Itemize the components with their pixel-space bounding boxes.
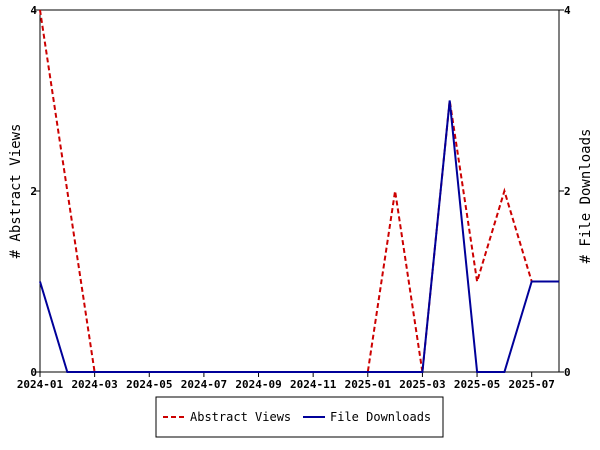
y-right-tick-label: 4 xyxy=(564,4,571,17)
legend: Abstract Views File Downloads xyxy=(155,396,444,438)
x-tick-label: 2024-03 xyxy=(71,378,117,391)
legend-box xyxy=(155,396,444,438)
x-tick-label: 2025-07 xyxy=(509,378,555,391)
x-tick-label: 2025-05 xyxy=(454,378,500,391)
plot-area xyxy=(39,9,560,373)
x-axis: 2024-01 2024-03 2024-05 2024-07 2024-09 2024-… xyxy=(17,372,555,391)
series-line-file-downloads xyxy=(39,100,559,373)
y-right-tick-label: 2 xyxy=(564,185,571,198)
x-tick-label: 2025-01 xyxy=(345,378,392,391)
legend-label-file-downloads: File Downloads xyxy=(330,410,431,424)
right-axis-title: # File Downloads xyxy=(578,129,594,264)
x-tick-label: 2024-09 xyxy=(235,378,281,391)
x-tick-label: 2024-01 xyxy=(17,378,64,391)
series-lines xyxy=(39,9,559,373)
y-left-tick-label: 2 xyxy=(30,185,37,198)
legend-label-abstract-views: Abstract Views xyxy=(190,410,291,424)
y-right-tick-label: 0 xyxy=(564,366,571,379)
x-tick-label: 2024-11 xyxy=(290,378,337,391)
left-axis-title: # Abstract Views xyxy=(8,124,24,259)
y-axis: 0 0 2 2 4 4 xyxy=(30,4,571,379)
x-tick-label: 2025-03 xyxy=(399,378,445,391)
x-tick-label: 2024-07 xyxy=(181,378,227,391)
y-left-tick-label: 0 xyxy=(30,366,37,379)
y-left-tick-label: 4 xyxy=(30,4,37,17)
x-tick-label: 2024-05 xyxy=(126,378,172,391)
